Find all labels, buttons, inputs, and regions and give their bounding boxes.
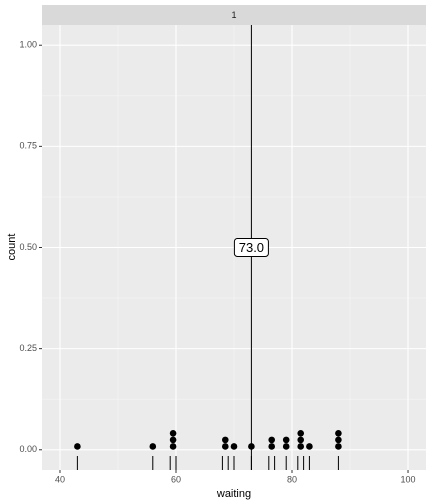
dot <box>149 443 157 450</box>
dot <box>282 443 290 450</box>
y-tick-label: 0.25 <box>19 343 37 353</box>
dot <box>282 436 290 444</box>
vline-label-box <box>233 238 269 257</box>
x-tick-label: 40 <box>55 474 65 484</box>
y-tick-label: 0.00 <box>19 444 37 454</box>
dot <box>297 429 305 437</box>
dot <box>169 436 177 444</box>
dot <box>268 436 276 444</box>
x-tick-label: 80 <box>287 474 297 484</box>
facet-strip <box>42 5 426 25</box>
dot <box>297 443 305 450</box>
y-axis-title: count <box>6 234 18 261</box>
y-tick-label: 0.50 <box>19 242 37 252</box>
dot <box>169 443 177 450</box>
strip-label: 1 <box>231 10 236 20</box>
dot <box>335 429 342 437</box>
y-tick-label: 0.75 <box>19 141 37 151</box>
dot <box>335 443 342 450</box>
x-tick-label: 60 <box>171 474 181 484</box>
x-axis-title: waiting <box>216 488 251 500</box>
dot <box>221 443 229 450</box>
vline-label: 73.0 <box>239 240 264 255</box>
dot <box>221 436 229 444</box>
dot <box>297 436 305 444</box>
x-tick-label: 100 <box>401 474 416 484</box>
dot <box>74 443 81 450</box>
dot <box>268 443 276 450</box>
dot <box>169 429 177 437</box>
dot <box>306 443 313 450</box>
y-tick-label: 1.00 <box>19 40 37 50</box>
dot <box>230 443 238 450</box>
dot <box>335 436 342 444</box>
